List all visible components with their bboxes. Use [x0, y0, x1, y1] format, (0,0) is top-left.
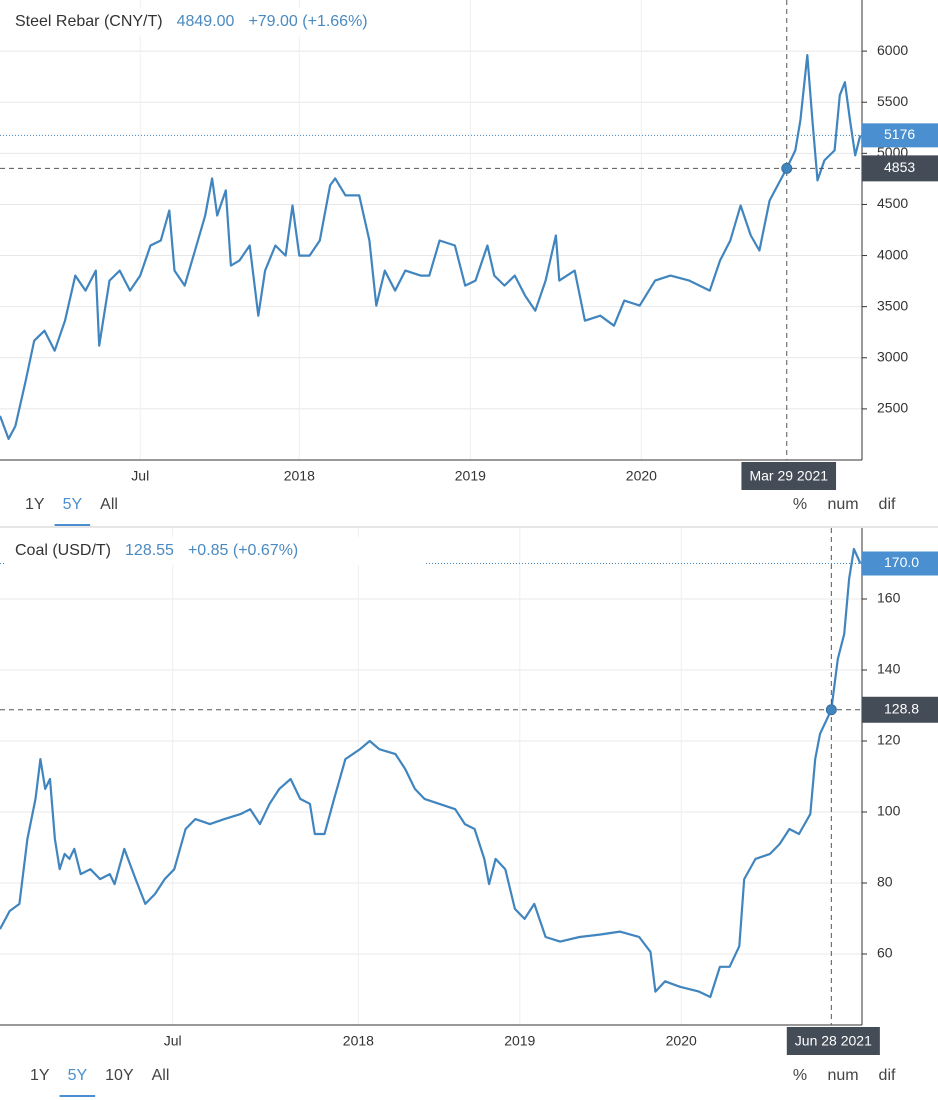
x-tick-label: 2018 — [284, 468, 315, 484]
range-button[interactable]: All — [152, 1067, 170, 1084]
x-tick-label: Jul — [131, 468, 149, 484]
y-tick-label: 140 — [877, 661, 901, 677]
series-line — [0, 547, 862, 999]
x-tick-label: 2020 — [626, 468, 657, 484]
last-value-box — [862, 551, 938, 576]
range-button[interactable]: 1Y — [30, 1067, 50, 1084]
y-tick-label: 3500 — [877, 297, 908, 313]
y-tick-label: 60 — [877, 945, 893, 961]
last-value-label: 170.0 — [884, 554, 919, 570]
range-button[interactable]: All — [100, 496, 118, 513]
mode-button[interactable]: % — [793, 496, 807, 513]
y-tick-label: 80 — [877, 874, 893, 890]
crosshair-y-label: 128.8 — [884, 700, 919, 716]
x-tick-label: 2018 — [343, 1033, 374, 1049]
crosshair-point — [825, 704, 837, 716]
y-tick-label: 6000 — [877, 42, 908, 58]
range-button[interactable]: 5Y — [63, 496, 83, 513]
x-tick-label: 2020 — [666, 1033, 697, 1049]
price: 128.55 — [125, 542, 174, 559]
y-tick-label: 100 — [877, 803, 901, 819]
chart-title: Coal (USD/T) — [15, 542, 111, 559]
x-tick-label: 2019 — [504, 1033, 535, 1049]
last-value-label: 5176 — [884, 126, 915, 142]
crosshair-x-label: Mar 29 2021 — [749, 468, 828, 484]
price: 4849.00 — [177, 13, 235, 30]
crosshair-y-box — [862, 696, 938, 723]
change: +0.85 (+0.67%) — [188, 542, 298, 559]
x-tick-label: 2019 — [455, 468, 486, 484]
y-tick-label: 4500 — [877, 195, 908, 211]
y-tick-label: 4000 — [877, 246, 908, 262]
range-button[interactable]: 10Y — [105, 1067, 134, 1084]
crosshair-point — [781, 162, 793, 174]
range-button[interactable]: 5Y — [68, 1067, 88, 1084]
y-tick-label: 160 — [877, 590, 901, 606]
crosshair-x-box — [741, 462, 837, 490]
crosshair-y-label: 4853 — [884, 159, 915, 175]
mode-button[interactable]: % — [793, 1067, 807, 1084]
crosshair-x-label: Jun 28 2021 — [795, 1033, 872, 1049]
header-bg — [5, 537, 425, 565]
mode-button[interactable]: num — [827, 496, 858, 513]
header-bg — [5, 8, 425, 36]
crosshair-x-box — [786, 1027, 880, 1055]
mode-button[interactable]: num — [827, 1067, 858, 1084]
mode-button[interactable]: dif — [879, 1067, 896, 1084]
x-tick-label: Jul — [164, 1033, 182, 1049]
crosshair-y-box — [862, 155, 938, 182]
y-tick-label: 3000 — [877, 348, 908, 364]
y-tick-label: 120 — [877, 732, 901, 748]
y-tick-label: 2500 — [877, 400, 908, 416]
series-line — [0, 54, 862, 440]
last-value-box — [862, 123, 938, 148]
mode-button[interactable]: dif — [879, 496, 896, 513]
range-button[interactable]: 1Y — [25, 496, 45, 513]
chart-title: Steel Rebar (CNY/T) — [15, 13, 163, 30]
change: +79.00 (+1.66%) — [248, 13, 367, 30]
y-tick-label: 5500 — [877, 93, 908, 109]
